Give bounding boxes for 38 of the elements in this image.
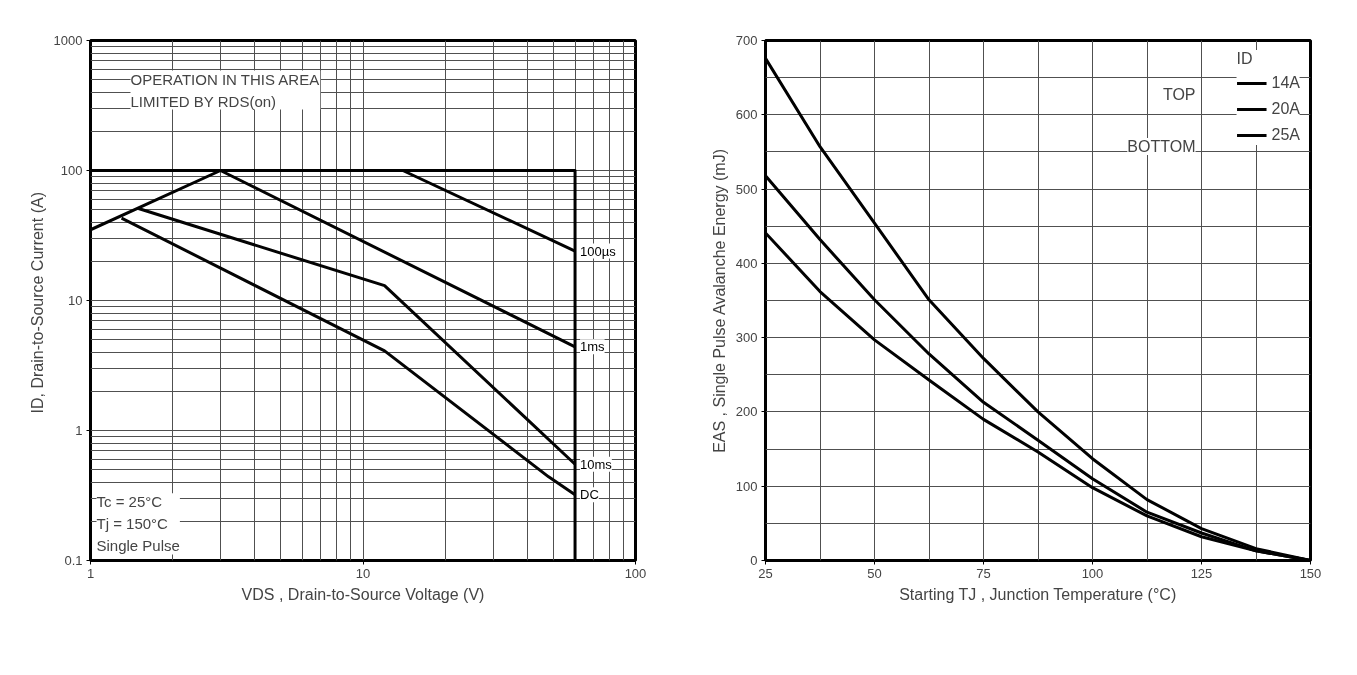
legend-title: ID: [1236, 50, 1254, 68]
y-tick-label: 100: [735, 478, 758, 494]
annotation: Tc = 25°C Tj = 150°C Single Pulse: [96, 493, 180, 555]
x-tick-label: 150: [1299, 565, 1322, 581]
series-label: 100µs: [580, 243, 617, 259]
series-label: DC: [580, 487, 599, 503]
y-axis-title: EAS , Single Pulse Avalanche Energy (mJ): [710, 149, 728, 453]
x-axis-title: VDS , Drain-to-Source Voltage (V): [241, 585, 485, 603]
x-tick-label: 75: [976, 565, 991, 581]
legend-label: 25A: [1271, 125, 1300, 145]
annotation: BOTTOM: [1127, 138, 1196, 155]
y-tick-label: 600: [735, 107, 758, 123]
x-tick-label: 1: [86, 565, 95, 581]
x-tick-label: 50: [867, 565, 882, 581]
y-tick-label: 100: [60, 163, 83, 178]
series-label: 10ms: [580, 456, 613, 472]
y-tick-label: 10: [68, 293, 83, 308]
x-tick-label: 25: [758, 565, 773, 581]
series-label: 1ms: [580, 339, 606, 355]
annotation: OPERATION IN THIS AREA LIMITED BY RDS(on): [130, 70, 320, 110]
y-tick-label: 700: [735, 33, 758, 48]
legend-label: 20A: [1271, 99, 1300, 119]
x-tick-label: 125: [1190, 565, 1213, 581]
y-axis-title: ID, Drain-to-Source Current (A): [28, 192, 46, 414]
x-tick-label: 100: [1081, 565, 1104, 581]
x-tick-label: 10: [355, 565, 371, 581]
y-tick-label: 0: [750, 553, 758, 568]
y-tick-label: 400: [735, 255, 758, 271]
y-tick-label: 200: [735, 404, 758, 420]
y-tick-label: 300: [735, 330, 758, 346]
x-tick-label: 100: [624, 565, 647, 581]
y-tick-label: 500: [735, 181, 758, 197]
annotation: TOP: [1162, 86, 1196, 103]
y-tick-label: 0.1: [64, 553, 83, 568]
x-axis-title: Starting TJ , Junction Temperature (°C): [899, 585, 1177, 603]
legend-label: 14A: [1271, 73, 1300, 93]
y-tick-label: 1: [75, 423, 83, 438]
y-tick-label: 1000: [53, 33, 83, 48]
